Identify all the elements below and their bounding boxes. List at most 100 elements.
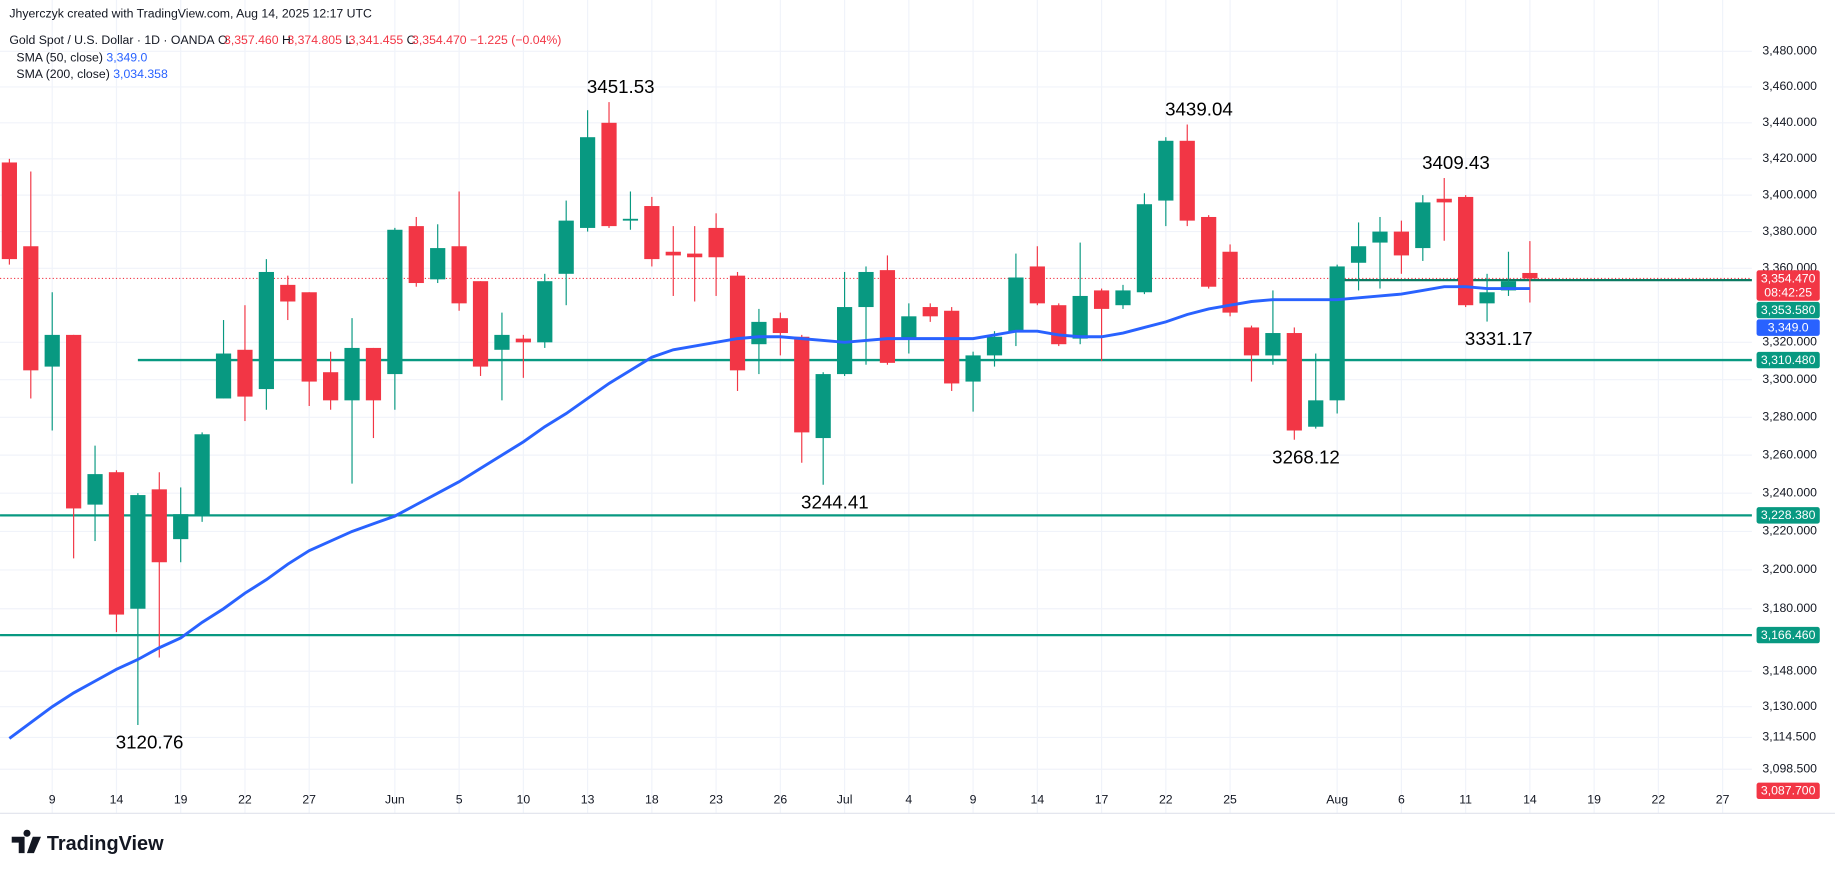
o-value: 3,357.460	[224, 33, 279, 47]
y-tick-label: 3,280.000	[1762, 410, 1817, 424]
x-tick-label: Jul	[837, 793, 853, 807]
candle-body	[1008, 277, 1024, 332]
x-tick-label: Aug	[1326, 793, 1348, 807]
candle-body	[1051, 305, 1067, 345]
x-tick-label: 17	[1095, 793, 1109, 807]
candle-body	[1, 162, 17, 260]
candle-body	[23, 246, 39, 371]
price-label-box	[1756, 351, 1820, 369]
l-value: 3,341.455	[349, 33, 404, 47]
h-label: H	[282, 33, 291, 47]
logo: TradingView	[11, 829, 164, 855]
price-annotation: 3439.04	[1165, 98, 1233, 119]
candle-body	[922, 307, 938, 317]
candle-body	[472, 281, 489, 367]
x-tick-label: 22	[238, 793, 252, 807]
price-label: 3,228.380	[1761, 508, 1816, 522]
candle-body	[108, 472, 125, 615]
candle-body	[901, 316, 917, 339]
price-label-box	[1756, 319, 1820, 336]
candle-body	[1500, 281, 1517, 291]
candle-body	[579, 137, 596, 228]
x-tick-label: 19	[1587, 793, 1601, 807]
logo-icon	[11, 829, 41, 854]
candle-body	[451, 246, 467, 304]
candle-body	[751, 321, 767, 345]
y-tick-label: 3,260.000	[1762, 447, 1817, 461]
candle-body	[365, 347, 382, 401]
y-tick-label: 3,098.500	[1762, 762, 1817, 776]
candle-body	[1201, 216, 1217, 287]
candle-body	[1222, 251, 1238, 313]
x-tick-label: 14	[1031, 793, 1045, 807]
y-tick-label: 3,148.000	[1762, 664, 1817, 678]
price-label: 3,353.580	[1761, 303, 1816, 317]
y-tick-label: 3,300.000	[1762, 372, 1817, 386]
candle-body	[430, 248, 446, 280]
candle-body	[1243, 327, 1260, 356]
price-label-box	[1756, 626, 1820, 644]
candle-body	[130, 495, 146, 609]
candle-body	[1072, 295, 1088, 339]
price-annotation: 3244.41	[801, 491, 869, 512]
x-tick-label: 18	[645, 793, 659, 807]
candle-body	[986, 336, 1003, 356]
x-tick-label: 6	[1398, 793, 1405, 807]
candle-body	[1308, 400, 1324, 427]
x-tick-label: 25	[1223, 793, 1237, 807]
price-label-box	[1756, 507, 1820, 524]
countdown: 08:42:25	[1764, 285, 1812, 299]
candle-body	[644, 206, 660, 260]
candle-body	[772, 318, 788, 334]
candle-body	[1479, 292, 1495, 304]
candle-body	[1136, 204, 1153, 293]
candle-body	[1029, 266, 1045, 304]
price-label: 3,354.470	[1761, 271, 1816, 285]
x-tick-label: 22	[1652, 793, 1666, 807]
candle-body	[665, 251, 681, 256]
x-tick-label: 11	[1459, 793, 1472, 807]
h-value: 3,374.805	[287, 33, 342, 47]
x-tick-label: 14	[1523, 793, 1537, 807]
y-tick-label: 3,180.000	[1762, 601, 1817, 615]
c-label: C	[407, 33, 416, 47]
y-tick-label: 3,400.000	[1762, 187, 1817, 201]
y-tick-label: 3,130.000	[1762, 699, 1817, 713]
candle-body	[87, 474, 103, 505]
candle-body	[258, 271, 274, 390]
y-tick-label: 3,420.000	[1762, 151, 1817, 165]
candle-body	[344, 347, 360, 401]
candle-body	[1350, 246, 1367, 263]
x-tick-label: 10	[517, 793, 531, 807]
candle-body	[729, 275, 746, 371]
candle-body	[1265, 333, 1281, 356]
candle-body	[708, 227, 724, 258]
price-label: 3,087.700	[1761, 784, 1816, 798]
x-tick-label: 23	[709, 793, 723, 807]
y-tick-label: 3,440.000	[1762, 115, 1817, 129]
price-annotation: 3409.43	[1422, 152, 1490, 173]
candle-body	[558, 220, 574, 274]
candle-body	[794, 336, 810, 433]
candle-body	[301, 292, 317, 382]
candle-body	[1093, 290, 1110, 309]
candle-body	[151, 489, 167, 563]
grid	[0, 0, 1752, 814]
indicator-legend: SMA (50, close) 3,349.0	[16, 51, 147, 65]
y-tick-label: 3,220.000	[1762, 524, 1817, 538]
price-label: 3,349.0	[1768, 320, 1809, 334]
indicator-value: 3,034.358	[113, 67, 168, 81]
indicator-name: SMA (50, close)	[16, 51, 103, 65]
brand: TradingView	[47, 833, 164, 855]
candle-body	[687, 253, 703, 258]
x-tick-label: 14	[110, 793, 124, 807]
price-label: 3,166.460	[1761, 628, 1816, 642]
change: −1.225 (−0.04%)	[470, 33, 561, 47]
x-tick-label: 13	[581, 793, 595, 807]
x-tick-label: 5	[456, 793, 463, 807]
x-tick-label: 26	[774, 793, 788, 807]
candle-body	[858, 271, 874, 308]
candle-body	[1522, 272, 1538, 279]
candle-body	[1415, 202, 1431, 249]
